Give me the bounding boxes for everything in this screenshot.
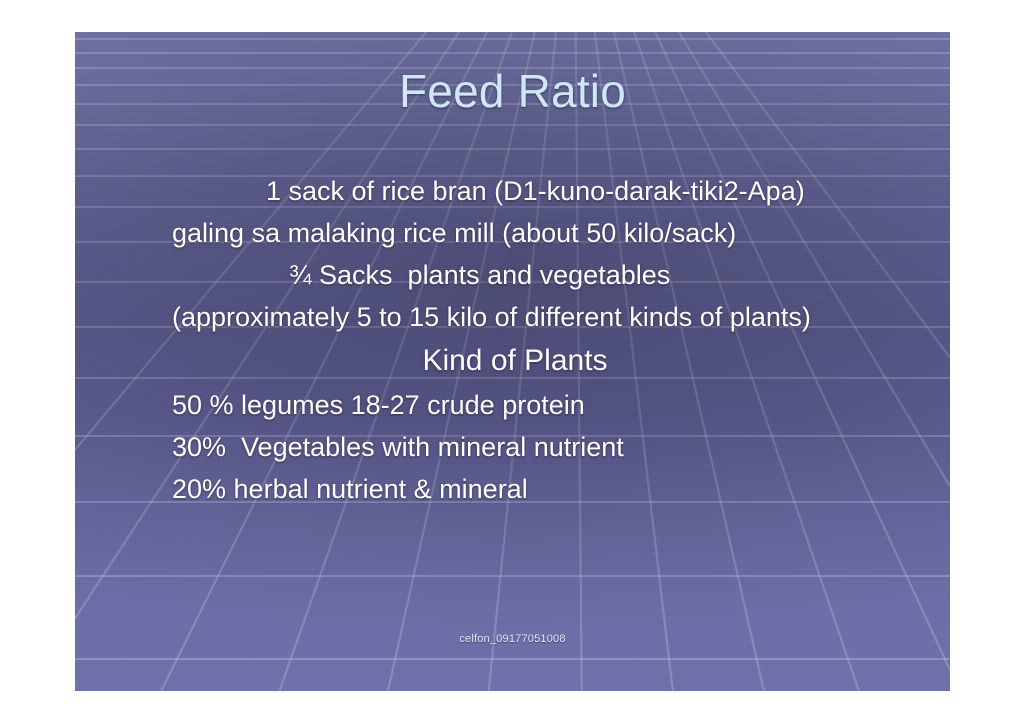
background-noise-texture bbox=[75, 32, 950, 691]
slide-background-gradient bbox=[75, 32, 950, 691]
background-horizon-lines bbox=[75, 32, 950, 691]
body-line: galing sa malaking rice mill (about 50 k… bbox=[172, 218, 737, 248]
slide-content: Feed Ratio 1 sack of rice bran (D1-kuno-… bbox=[75, 32, 950, 691]
body-line: (approximately 5 to 15 kilo of different… bbox=[172, 302, 811, 332]
body-line: ¾ Sacks plants and vegetables bbox=[289, 260, 671, 290]
ratio-line: 30% Vegetables with mineral nutrient bbox=[172, 432, 624, 462]
slide-footer-note: celfon_09177051008 bbox=[459, 633, 566, 645]
slide-title: Feed Ratio bbox=[398, 65, 626, 117]
presentation-slide: Feed Ratio 1 sack of rice bran (D1-kuno-… bbox=[75, 32, 950, 691]
slide-body: 1 sack of rice bran (D1-kuno-darak-tiki2… bbox=[172, 170, 872, 510]
ratio-line: 20% herbal nutrient & mineral bbox=[172, 474, 528, 504]
background-vignette bbox=[75, 32, 950, 691]
body-line: 1 sack of rice bran (D1-kuno-darak-tiki2… bbox=[266, 176, 805, 206]
slide-subheading: Kind of Plants bbox=[422, 344, 608, 377]
background-perspective-lines bbox=[75, 32, 950, 691]
ratio-line: 50 % legumes 18-27 crude protein bbox=[172, 390, 585, 420]
